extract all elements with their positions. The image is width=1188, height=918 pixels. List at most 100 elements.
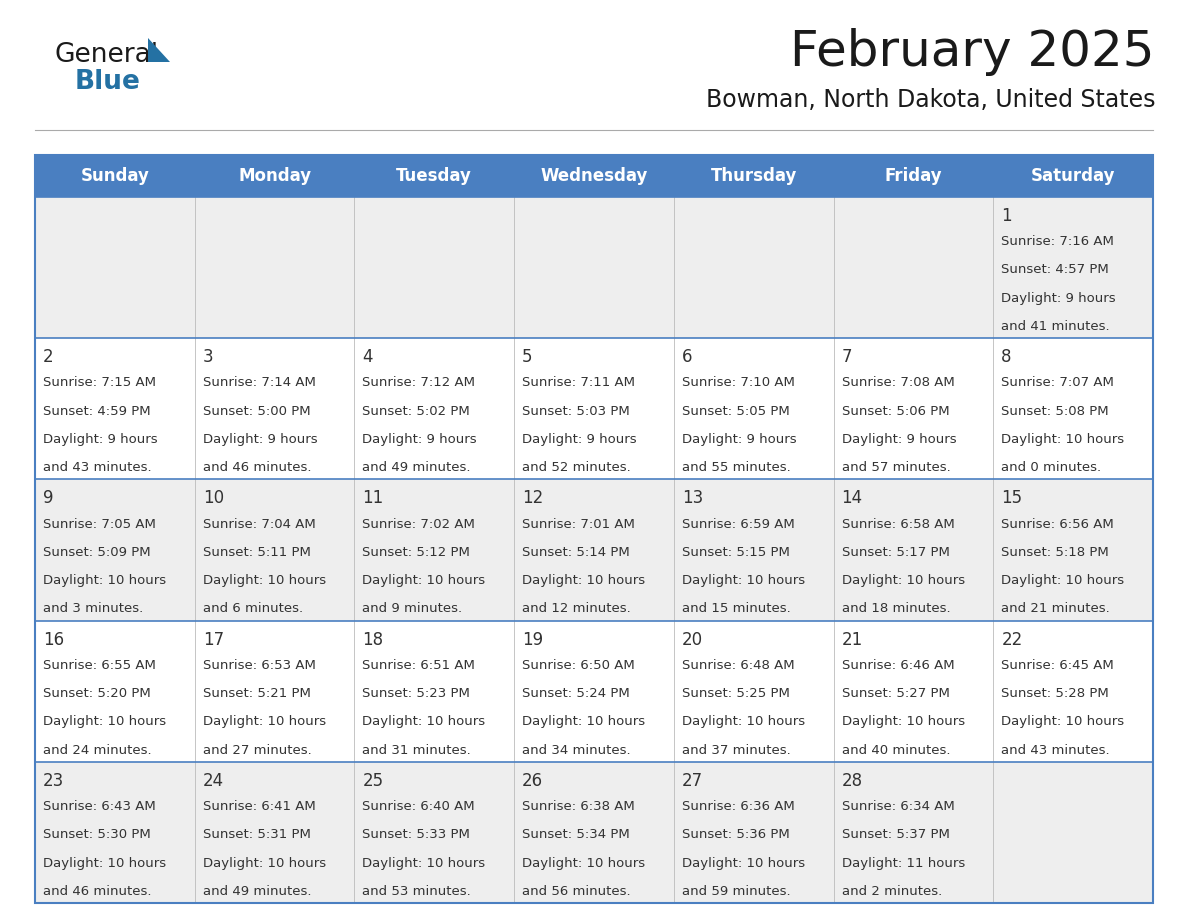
Text: Sunrise: 6:43 AM: Sunrise: 6:43 AM (43, 800, 156, 813)
Text: 16: 16 (43, 631, 64, 649)
Text: and 40 minutes.: and 40 minutes. (841, 744, 950, 756)
Text: Daylight: 9 hours: Daylight: 9 hours (362, 433, 478, 446)
Text: and 9 minutes.: and 9 minutes. (362, 602, 462, 615)
Text: Daylight: 9 hours: Daylight: 9 hours (682, 433, 796, 446)
Text: 13: 13 (682, 489, 703, 508)
Text: 24: 24 (203, 772, 223, 789)
Text: and 15 minutes.: and 15 minutes. (682, 602, 790, 615)
Text: Sunset: 5:36 PM: Sunset: 5:36 PM (682, 828, 790, 841)
Text: 27: 27 (682, 772, 703, 789)
Text: Sunrise: 7:07 AM: Sunrise: 7:07 AM (1001, 376, 1114, 389)
Text: Sunset: 5:03 PM: Sunset: 5:03 PM (523, 405, 630, 418)
Text: and 34 minutes.: and 34 minutes. (523, 744, 631, 756)
Text: Daylight: 9 hours: Daylight: 9 hours (1001, 292, 1116, 305)
Text: Sunset: 5:06 PM: Sunset: 5:06 PM (841, 405, 949, 418)
Text: Daylight: 9 hours: Daylight: 9 hours (841, 433, 956, 446)
Text: 12: 12 (523, 489, 543, 508)
Text: and 2 minutes.: and 2 minutes. (841, 885, 942, 898)
Text: Sunrise: 6:59 AM: Sunrise: 6:59 AM (682, 518, 795, 531)
Text: and 43 minutes.: and 43 minutes. (1001, 744, 1110, 756)
Text: Daylight: 10 hours: Daylight: 10 hours (1001, 715, 1124, 728)
Text: Monday: Monday (238, 167, 311, 185)
Text: 15: 15 (1001, 489, 1023, 508)
Text: 1: 1 (1001, 207, 1012, 225)
Text: Sunrise: 7:12 AM: Sunrise: 7:12 AM (362, 376, 475, 389)
Text: Daylight: 10 hours: Daylight: 10 hours (682, 715, 805, 728)
Text: Sunrise: 7:15 AM: Sunrise: 7:15 AM (43, 376, 156, 389)
Text: 22: 22 (1001, 631, 1023, 649)
Text: Sunset: 5:25 PM: Sunset: 5:25 PM (682, 687, 790, 700)
Text: and 18 minutes.: and 18 minutes. (841, 602, 950, 615)
Bar (34, 197, 1154, 338)
Text: and 43 minutes.: and 43 minutes. (43, 461, 152, 475)
Text: 20: 20 (682, 631, 703, 649)
Text: 14: 14 (841, 489, 862, 508)
Text: Bowman, North Dakota, United States: Bowman, North Dakota, United States (706, 88, 1155, 112)
Text: and 24 minutes.: and 24 minutes. (43, 744, 152, 756)
Text: Sunset: 5:34 PM: Sunset: 5:34 PM (523, 828, 630, 841)
Text: 28: 28 (841, 772, 862, 789)
Text: Sunrise: 6:58 AM: Sunrise: 6:58 AM (841, 518, 954, 531)
Text: and 21 minutes.: and 21 minutes. (1001, 602, 1110, 615)
Text: 8: 8 (1001, 348, 1012, 366)
Text: 17: 17 (203, 631, 223, 649)
Text: Wednesday: Wednesday (541, 167, 647, 185)
Text: Sunrise: 7:14 AM: Sunrise: 7:14 AM (203, 376, 316, 389)
Text: Daylight: 10 hours: Daylight: 10 hours (682, 574, 805, 588)
Text: and 37 minutes.: and 37 minutes. (682, 744, 790, 756)
Text: Sunset: 4:59 PM: Sunset: 4:59 PM (43, 405, 151, 418)
Text: Daylight: 10 hours: Daylight: 10 hours (43, 715, 166, 728)
Text: and 46 minutes.: and 46 minutes. (203, 461, 311, 475)
Text: Daylight: 9 hours: Daylight: 9 hours (203, 433, 317, 446)
Polygon shape (148, 38, 170, 62)
Text: and 53 minutes.: and 53 minutes. (362, 885, 472, 898)
Text: and 59 minutes.: and 59 minutes. (682, 885, 790, 898)
Text: Sunday: Sunday (81, 167, 150, 185)
Text: Tuesday: Tuesday (397, 167, 472, 185)
Text: and 0 minutes.: and 0 minutes. (1001, 461, 1101, 475)
Text: 19: 19 (523, 631, 543, 649)
Bar (34, 338, 1154, 479)
Text: Daylight: 10 hours: Daylight: 10 hours (362, 574, 486, 588)
Text: Sunrise: 6:50 AM: Sunrise: 6:50 AM (523, 659, 634, 672)
Text: and 57 minutes.: and 57 minutes. (841, 461, 950, 475)
Text: 5: 5 (523, 348, 532, 366)
Text: and 49 minutes.: and 49 minutes. (362, 461, 470, 475)
Text: Sunrise: 6:56 AM: Sunrise: 6:56 AM (1001, 518, 1114, 531)
Text: Sunset: 5:27 PM: Sunset: 5:27 PM (841, 687, 949, 700)
Text: Daylight: 9 hours: Daylight: 9 hours (43, 433, 158, 446)
Text: 26: 26 (523, 772, 543, 789)
Text: Daylight: 10 hours: Daylight: 10 hours (682, 856, 805, 869)
Text: Sunset: 5:14 PM: Sunset: 5:14 PM (523, 546, 630, 559)
Text: Sunset: 5:30 PM: Sunset: 5:30 PM (43, 828, 151, 841)
Text: 4: 4 (362, 348, 373, 366)
Text: and 49 minutes.: and 49 minutes. (203, 885, 311, 898)
Text: Sunrise: 6:55 AM: Sunrise: 6:55 AM (43, 659, 156, 672)
Text: 25: 25 (362, 772, 384, 789)
Text: Sunset: 5:09 PM: Sunset: 5:09 PM (43, 546, 151, 559)
Text: Daylight: 10 hours: Daylight: 10 hours (43, 574, 166, 588)
Text: Saturday: Saturday (1031, 167, 1116, 185)
Text: and 6 minutes.: and 6 minutes. (203, 602, 303, 615)
Text: Sunrise: 7:04 AM: Sunrise: 7:04 AM (203, 518, 316, 531)
Text: Sunrise: 6:45 AM: Sunrise: 6:45 AM (1001, 659, 1114, 672)
Text: Daylight: 10 hours: Daylight: 10 hours (362, 856, 486, 869)
Text: 9: 9 (43, 489, 53, 508)
Text: Daylight: 10 hours: Daylight: 10 hours (1001, 574, 1124, 588)
Text: and 55 minutes.: and 55 minutes. (682, 461, 790, 475)
Text: Sunset: 5:24 PM: Sunset: 5:24 PM (523, 687, 630, 700)
Text: Sunrise: 6:40 AM: Sunrise: 6:40 AM (362, 800, 475, 813)
Text: Daylight: 10 hours: Daylight: 10 hours (203, 574, 326, 588)
Text: February 2025: February 2025 (790, 28, 1155, 76)
Text: and 12 minutes.: and 12 minutes. (523, 602, 631, 615)
Text: and 31 minutes.: and 31 minutes. (362, 744, 472, 756)
Text: Daylight: 10 hours: Daylight: 10 hours (523, 856, 645, 869)
Text: 10: 10 (203, 489, 223, 508)
Text: and 52 minutes.: and 52 minutes. (523, 461, 631, 475)
Text: Friday: Friday (885, 167, 942, 185)
Text: Sunrise: 7:08 AM: Sunrise: 7:08 AM (841, 376, 954, 389)
Text: Sunrise: 7:01 AM: Sunrise: 7:01 AM (523, 518, 636, 531)
Text: Sunrise: 6:41 AM: Sunrise: 6:41 AM (203, 800, 316, 813)
Text: Sunset: 4:57 PM: Sunset: 4:57 PM (1001, 263, 1110, 276)
Text: Sunset: 5:20 PM: Sunset: 5:20 PM (43, 687, 151, 700)
